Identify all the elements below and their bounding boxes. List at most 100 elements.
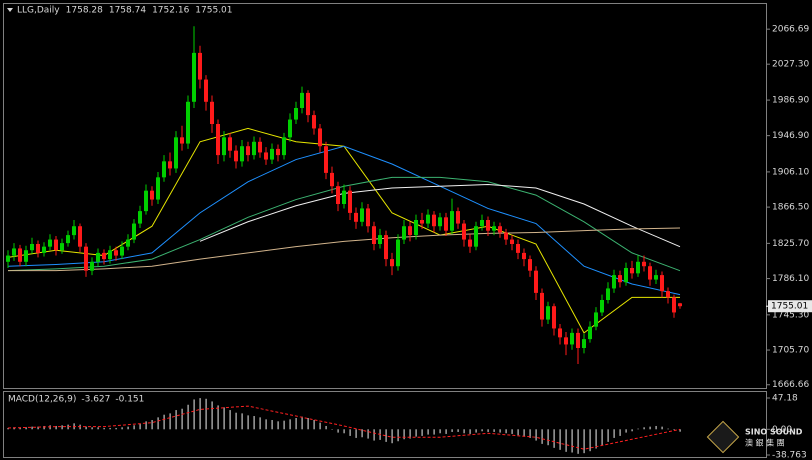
- candle-body: [270, 148, 274, 160]
- macd-bar: [463, 429, 465, 434]
- indicator-line: [7, 405, 681, 450]
- candle-body: [222, 137, 226, 156]
- macd-bar: [673, 429, 675, 430]
- candle-body: [156, 177, 160, 200]
- candle-body: [396, 239, 400, 267]
- candle-body: [468, 239, 472, 247]
- macd-bar: [445, 429, 447, 434]
- macd-bar: [145, 421, 147, 430]
- candle-body: [126, 239, 130, 247]
- macd-bar: [139, 423, 141, 430]
- macd-bar: [367, 429, 369, 439]
- candle-body: [510, 239, 514, 244]
- candle-body: [318, 128, 322, 147]
- macd-bar: [37, 426, 39, 430]
- candle-body: [588, 326, 592, 340]
- logo-name: SINO SOUND: [745, 428, 803, 437]
- y-tick-label: 1666.66: [772, 380, 809, 390]
- candle-body: [78, 226, 82, 247]
- candle-body: [594, 312, 598, 327]
- macd-bar: [547, 429, 549, 446]
- candle-body: [12, 248, 16, 256]
- macd-bar: [187, 404, 189, 430]
- candle-body: [372, 226, 376, 244]
- candle-body: [564, 337, 568, 345]
- macd-bar: [259, 417, 261, 430]
- ohlc-low: 1752.16: [152, 6, 189, 16]
- macd-bar: [613, 429, 615, 438]
- macd-bar: [571, 429, 573, 453]
- macd-bar: [475, 429, 477, 433]
- candle-body: [246, 146, 250, 156]
- candle-body: [360, 208, 364, 222]
- macd-bar: [601, 429, 603, 446]
- macd-bar: [121, 427, 123, 430]
- candle-body: [216, 124, 220, 156]
- candle-body: [330, 172, 334, 187]
- macd-bar: [295, 418, 297, 430]
- macd-bar: [133, 425, 135, 430]
- candle-body: [138, 211, 142, 224]
- macd-bar: [397, 429, 399, 442]
- macd-bar: [307, 418, 309, 430]
- macd-bar: [643, 427, 645, 430]
- macd-bar: [157, 417, 159, 430]
- candle-body: [294, 108, 298, 120]
- candle-body: [576, 332, 580, 348]
- candle-body: [426, 214, 430, 224]
- ohlc-close: 1755.01: [195, 6, 232, 16]
- candle-body: [30, 244, 34, 251]
- macd-bar: [337, 429, 339, 433]
- candle-body: [462, 223, 466, 240]
- macd-bar: [577, 429, 579, 454]
- candle-body: [618, 275, 622, 283]
- macd-bar: [229, 410, 231, 430]
- candle-body: [102, 252, 106, 260]
- candle-body: [264, 152, 268, 160]
- candle-body: [486, 220, 490, 231]
- y-tick-label: 1786.10: [772, 274, 809, 284]
- macd-bar: [403, 429, 405, 440]
- candle-body: [600, 300, 604, 313]
- macd-bar: [559, 429, 561, 450]
- macd-bar: [223, 407, 225, 430]
- logo-subtitle: 澳 銀 集 團: [745, 438, 785, 448]
- candle-body: [132, 223, 136, 240]
- macd-bar: [97, 427, 99, 430]
- menu-triangle[interactable]: [7, 8, 13, 12]
- y-tick-label: 47.18: [772, 394, 798, 404]
- macd-bar: [385, 429, 387, 442]
- candle-body: [258, 141, 262, 153]
- macd-bar: [301, 416, 303, 430]
- macd-bar: [211, 401, 213, 430]
- macd-bar: [625, 429, 627, 433]
- macd-bar: [487, 429, 489, 432]
- candle-body: [144, 190, 148, 212]
- candle-body: [306, 92, 310, 116]
- macd-bar: [595, 429, 597, 449]
- candle-body: [288, 119, 292, 138]
- candle-body: [498, 226, 502, 233]
- candle-body: [540, 292, 544, 320]
- macd-bar: [373, 429, 375, 441]
- macd-bar: [355, 429, 357, 438]
- macd-bar: [169, 413, 171, 430]
- candle-body: [60, 243, 64, 251]
- macd-bar: [271, 420, 273, 430]
- macd-bar: [433, 429, 435, 435]
- candle-body: [570, 332, 574, 345]
- candle-body: [390, 259, 394, 267]
- macd-bar: [535, 429, 537, 441]
- candle-body: [24, 250, 28, 262]
- y-tick-label: 1986.90: [772, 96, 809, 106]
- ohlc-open: 1758.28: [66, 6, 103, 16]
- macd-bar: [457, 429, 459, 432]
- candle-body: [48, 239, 52, 247]
- candle-body: [18, 248, 22, 262]
- candle-body: [678, 303, 682, 307]
- candle-body: [366, 208, 370, 227]
- candle-body: [168, 161, 172, 169]
- candle-body: [450, 211, 454, 231]
- chart-header: LLG,Daily 1758.28 1758.74 1752.16 1755.0…: [17, 6, 233, 16]
